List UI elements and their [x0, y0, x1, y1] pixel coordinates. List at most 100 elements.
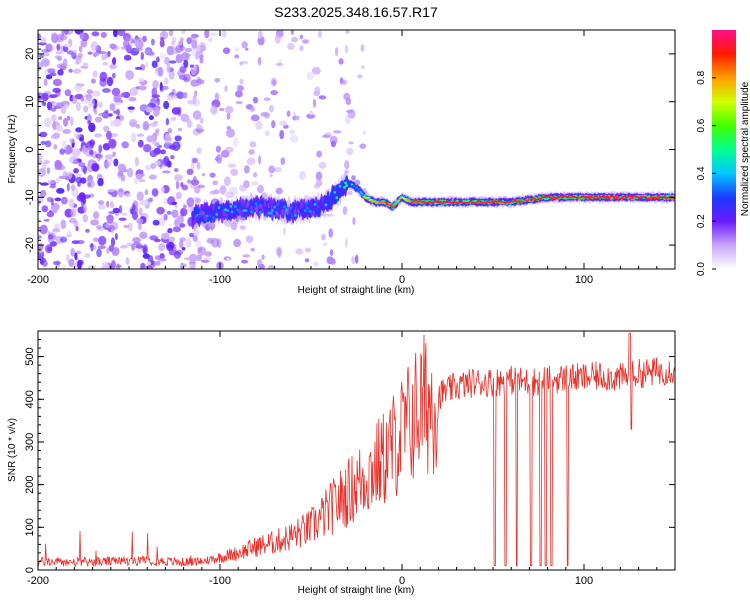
- noise-blob: [204, 30, 210, 39]
- signal-track-segment: [633, 195, 637, 197]
- noise-blob: [166, 94, 175, 101]
- y-tick-label: 100: [24, 518, 36, 536]
- snr-plot: [38, 332, 675, 567]
- noise-blob: [79, 136, 84, 142]
- noise-blob: [117, 163, 127, 173]
- signal-track-segment: [612, 197, 616, 199]
- signal-track-segment: [598, 195, 602, 198]
- noise-blob: [196, 161, 201, 170]
- signal-track-segment: [441, 202, 445, 205]
- signal-track-segment: [333, 191, 337, 194]
- noise-blob: [148, 115, 154, 121]
- noise-blob: [107, 189, 115, 193]
- noise-blob: [275, 187, 283, 195]
- noise-blob: [109, 103, 116, 111]
- noise-blob: [318, 161, 327, 169]
- signal-track-segment: [267, 211, 271, 215]
- y-tick-label: 300: [24, 433, 36, 451]
- noise-blob: [41, 92, 49, 102]
- noise-blob: [113, 110, 121, 114]
- signal-track-segment: [655, 197, 659, 199]
- signal-track-segment: [340, 182, 344, 189]
- noise-blob: [52, 78, 62, 87]
- noise-blob: [256, 259, 263, 268]
- noise-blob: [226, 257, 231, 262]
- noise-blob: [75, 127, 83, 133]
- noise-blob: [99, 78, 107, 87]
- signal-track-segment: [496, 202, 499, 204]
- signal-track-segment: [244, 209, 248, 212]
- noise-blob: [66, 182, 70, 192]
- signal-track-segment: [205, 214, 209, 218]
- signal-track-segment: [344, 181, 347, 185]
- noise-blob: [223, 190, 231, 198]
- signal-track-segment: [303, 209, 307, 213]
- noise-blob: [322, 242, 328, 247]
- signal-track-segment: [311, 205, 315, 212]
- noise-blob: [144, 164, 152, 171]
- noise-blob: [107, 50, 111, 58]
- noise-blob: [156, 206, 165, 215]
- signal-track-segment: [293, 213, 297, 217]
- noise-blob: [241, 41, 248, 49]
- noise-blob: [338, 58, 344, 65]
- y-tick-label: 10: [24, 96, 36, 108]
- noise-blob: [91, 31, 100, 37]
- signal-track-segment: [200, 209, 203, 216]
- noise-blob: [218, 107, 225, 112]
- signal-track-segment: [300, 202, 304, 209]
- signal-track-segment: [233, 205, 237, 209]
- signal-track-segment: [451, 201, 454, 204]
- noise-blob: [125, 70, 134, 80]
- signal-track-segment: [469, 200, 473, 202]
- noise-blob: [152, 219, 160, 226]
- signal-track-segment: [278, 208, 282, 215]
- noise-blob: [279, 129, 285, 140]
- noise-blob: [214, 157, 221, 162]
- signal-track-segment: [195, 218, 199, 222]
- noise-blob: [185, 238, 192, 248]
- noise-blob: [121, 141, 129, 149]
- noise-blob: [236, 84, 244, 92]
- noise-blob: [108, 113, 113, 117]
- noise-blob: [71, 148, 81, 158]
- noise-blob: [66, 254, 70, 262]
- signal-track-segment: [227, 202, 231, 209]
- noise-blob: [93, 237, 99, 242]
- noise-blob: [214, 92, 220, 101]
- signal-track-segment: [523, 198, 527, 200]
- signal-track-segment: [268, 201, 272, 208]
- y-tick-label: 500: [24, 347, 36, 365]
- noise-blob: [38, 168, 46, 177]
- noise-blob: [127, 167, 134, 178]
- snr-ylabel: SNR (10 * v/v): [7, 418, 18, 482]
- noise-blob: [103, 162, 111, 168]
- noise-blob: [287, 42, 295, 51]
- noise-blob: [179, 223, 186, 228]
- noise-blob: [93, 52, 100, 57]
- noise-blob: [58, 62, 68, 70]
- signal-track-segment: [606, 195, 610, 198]
- colorbar-tick-label: 0.8: [696, 70, 707, 84]
- noise-blob: [164, 56, 170, 65]
- signal-track-segment: [350, 183, 354, 186]
- noise-blob: [315, 171, 323, 181]
- noise-blob: [270, 90, 278, 96]
- noise-blob: [232, 137, 239, 148]
- noise-blob: [190, 179, 200, 186]
- noise-blob: [86, 89, 94, 95]
- noise-blob: [100, 31, 107, 39]
- noise-blob: [151, 38, 155, 46]
- noise-blob: [55, 124, 64, 132]
- signal-track-segment: [239, 210, 243, 217]
- signal-track-segment: [629, 197, 632, 200]
- signal-track-segment: [416, 202, 420, 204]
- noise-blob: [149, 122, 158, 128]
- noise-blob: [274, 34, 281, 44]
- noise-blob: [106, 247, 110, 254]
- noise-blob: [49, 184, 56, 189]
- noise-blob: [50, 72, 57, 77]
- noise-blob: [158, 243, 166, 252]
- signal-track-segment: [276, 203, 280, 207]
- noise-blob: [41, 257, 47, 263]
